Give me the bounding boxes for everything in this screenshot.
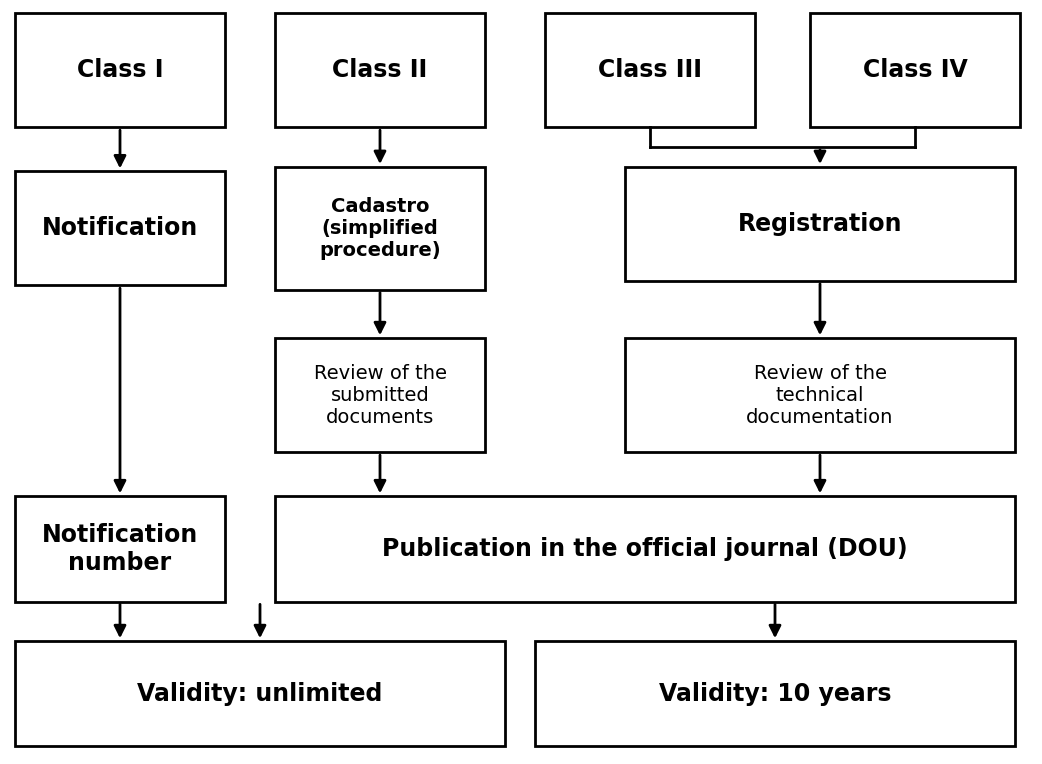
Text: Cadastro
(simplified
procedure): Cadastro (simplified procedure) (319, 197, 441, 260)
Text: Notification
number: Notification number (42, 523, 198, 575)
Bar (275, 167, 485, 290)
Text: Class III: Class III (598, 58, 702, 83)
Text: Review of the
submitted
documents: Review of the submitted documents (314, 364, 447, 426)
Bar (15, 641, 505, 746)
Text: Registration: Registration (738, 212, 902, 236)
Bar (535, 641, 1015, 746)
Text: Publication in the official journal (DOU): Publication in the official journal (DOU… (382, 537, 908, 561)
Bar (275, 338, 485, 452)
Text: Class IV: Class IV (863, 58, 967, 83)
Text: Notification: Notification (42, 216, 198, 241)
Text: Class I: Class I (77, 58, 164, 83)
Bar (275, 13, 485, 128)
Text: Class II: Class II (332, 58, 427, 83)
Text: Review of the
technical
documentation: Review of the technical documentation (746, 364, 894, 426)
Text: Validity: unlimited: Validity: unlimited (138, 681, 382, 706)
Bar (625, 167, 1015, 281)
Bar (810, 13, 1020, 128)
Bar (15, 171, 225, 286)
Bar (545, 13, 755, 128)
Bar (275, 496, 1015, 601)
Bar (15, 496, 225, 601)
Bar (625, 338, 1015, 452)
Text: Validity: 10 years: Validity: 10 years (659, 681, 891, 706)
Bar (15, 13, 225, 128)
